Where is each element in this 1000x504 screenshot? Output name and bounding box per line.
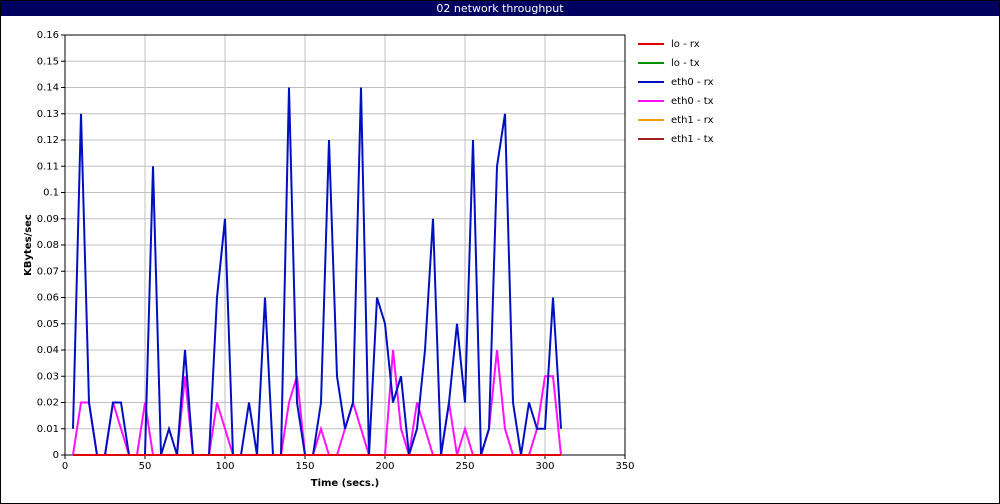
x-tick-label: 300 — [535, 461, 554, 472]
y-tick-label: 0.13 — [37, 109, 59, 120]
y-tick-label: 0.14 — [37, 83, 59, 94]
y-tick-label: 0.07 — [37, 266, 59, 277]
y-tick-label: 0.15 — [37, 56, 59, 67]
legend-label: lo - rx — [671, 39, 700, 50]
x-tick-label: 350 — [615, 461, 634, 472]
legend-label: eth1 - tx — [671, 134, 714, 145]
x-axis-label: Time (secs.) — [311, 478, 380, 489]
y-tick-label: 0.1 — [43, 188, 59, 199]
chart-title: 02 network throughput — [436, 2, 564, 15]
legend-label: eth0 - rx — [671, 77, 714, 88]
x-tick-label: 200 — [375, 461, 394, 472]
y-tick-label: 0.04 — [37, 345, 59, 356]
legend-label: eth0 - tx — [671, 96, 714, 107]
legend-label: eth1 - rx — [671, 115, 714, 126]
y-tick-label: 0.05 — [37, 319, 59, 330]
y-axis-label: KBytes/sec — [23, 214, 34, 276]
y-tick-label: 0.16 — [37, 30, 59, 41]
x-tick-label: 50 — [139, 461, 152, 472]
x-tick-label: 0 — [62, 461, 68, 472]
y-tick-label: 0.08 — [37, 240, 59, 251]
y-tick-label: 0.02 — [37, 398, 59, 409]
title-bar — [1, 1, 999, 16]
y-tick-label: 0.03 — [37, 371, 59, 382]
y-tick-label: 0.01 — [37, 424, 59, 435]
y-tick-label: 0 — [53, 450, 59, 461]
series-line — [72, 87, 562, 456]
x-tick-label: 250 — [455, 461, 474, 472]
y-tick-label: 0.06 — [37, 293, 59, 304]
x-tick-label: 150 — [295, 461, 314, 472]
y-tick-label: 0.12 — [37, 135, 59, 146]
y-tick-label: 0.09 — [37, 214, 59, 225]
legend-label: lo - tx — [671, 58, 700, 69]
y-tick-label: 0.11 — [37, 161, 59, 172]
x-tick-label: 100 — [215, 461, 234, 472]
